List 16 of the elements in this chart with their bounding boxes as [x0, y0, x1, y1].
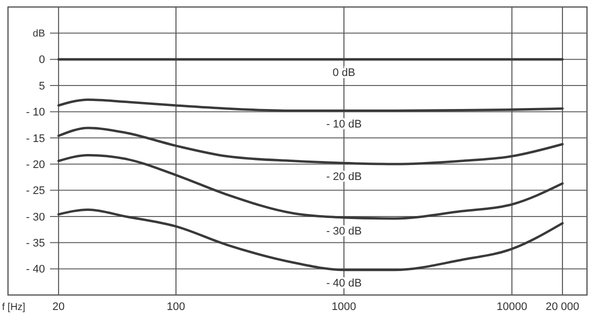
y-axis-title: dB — [32, 28, 46, 40]
y-tick-label: - 25 — [26, 185, 45, 198]
y-tick-label: 0 — [38, 54, 45, 66]
x-tick-label: 10000 — [496, 301, 528, 313]
y-tick-label: - 35 — [26, 237, 45, 250]
y-tick-label: 5 — [38, 80, 45, 92]
x-tick-label: 20 — [52, 301, 65, 313]
y-tick-label: - 15 — [26, 132, 45, 145]
x-axis-title: f [Hz] — [2, 302, 26, 313]
y-tick-label: - 40 — [26, 264, 45, 276]
x-tick-label: 100 — [166, 301, 186, 313]
x-tick-label: 20 000 — [546, 301, 580, 313]
x-tick-label: 1000 — [332, 301, 356, 313]
y-tick-label: - 20 — [26, 158, 45, 171]
y-tick-label: - 30 — [26, 211, 45, 224]
y-tick-label: - 10 — [26, 106, 45, 119]
